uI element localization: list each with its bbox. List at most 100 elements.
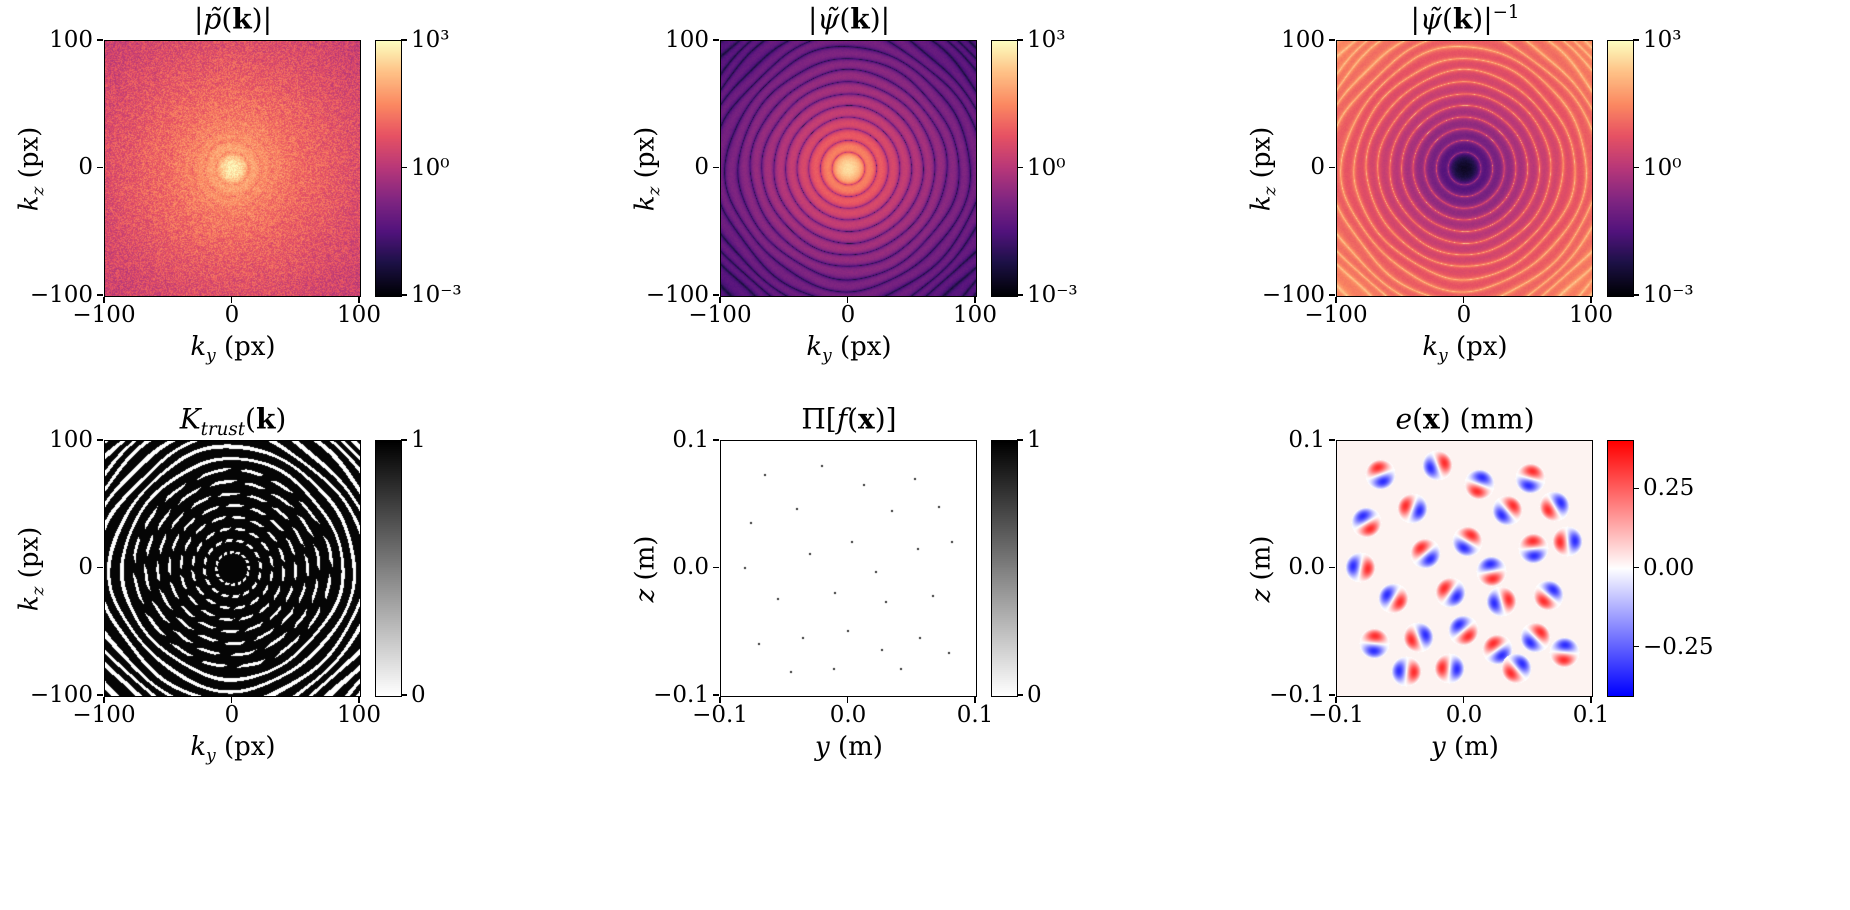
colorbar <box>375 440 402 697</box>
tick-mark <box>1017 39 1023 41</box>
tick-mark <box>1462 696 1465 703</box>
tick-mark <box>1590 696 1592 703</box>
y-tick-label: −0.1 <box>653 682 709 708</box>
tick-mark <box>1329 439 1335 441</box>
x-tick-label: −100 <box>72 302 136 328</box>
colorbar-tick-label: 0.25 <box>1643 475 1695 502</box>
tick-mark <box>713 166 719 169</box>
tick-mark <box>713 294 719 296</box>
title-seg: ) <box>1439 402 1451 436</box>
x-tick-label: −0.1 <box>1308 702 1364 728</box>
x-tick-label: 100 <box>337 702 381 728</box>
y-tick-label: −100 <box>29 682 93 708</box>
plot-area <box>1336 40 1593 297</box>
colorbar-tick-label: 0.00 <box>1643 554 1695 581</box>
x-axis-var: k <box>190 332 207 362</box>
tick-mark <box>1329 694 1335 696</box>
heatmap-canvas <box>1337 441 1592 696</box>
colorbar <box>991 440 1018 697</box>
title-seg-sub: trust <box>200 418 245 440</box>
title-seg: ψ̃ <box>817 2 840 36</box>
tick-mark <box>401 294 407 296</box>
subplot-grid: |p̃(k)| kz (px) 100 0 −100 −100 0 100 ky… <box>1 0 1849 870</box>
y-tick-label: 0 <box>1310 154 1325 180</box>
colorbar <box>1607 440 1634 697</box>
tick-mark <box>358 696 360 703</box>
tick-mark <box>846 696 849 703</box>
colorbar-canvas <box>1608 41 1633 296</box>
y-tick-label: 0.0 <box>672 554 709 580</box>
heatmap-canvas <box>721 441 976 696</box>
title-seg: ( <box>245 402 256 436</box>
x-tick-label: 0 <box>224 702 240 728</box>
plot-title: |ψ̃(k)|−1 <box>1328 2 1602 40</box>
tick-mark <box>97 166 103 169</box>
y-tick-label: 0.0 <box>1288 554 1325 580</box>
title-seg: k <box>232 2 252 36</box>
x-tick-label: 0 <box>840 302 856 328</box>
y-tick-label: 0 <box>694 154 709 180</box>
y-tick-label: −100 <box>1261 282 1325 308</box>
y-tick-label: 100 <box>49 427 93 453</box>
title-seg: ( <box>221 2 233 36</box>
tick-mark <box>1590 296 1592 303</box>
tick-mark <box>97 694 103 696</box>
title-seg: )| <box>251 2 273 36</box>
title-seg-sup: −1 <box>1492 2 1520 23</box>
colorbar <box>1607 40 1634 297</box>
y-tick-label: −100 <box>29 282 93 308</box>
colorbar-canvas <box>992 41 1017 296</box>
title-seg: | <box>1410 2 1420 36</box>
tick-mark <box>97 294 103 296</box>
tick-mark <box>1017 439 1023 441</box>
tick-mark <box>1017 294 1023 296</box>
tick-mark <box>974 696 976 703</box>
title-seg: e <box>1395 402 1413 436</box>
tick-mark <box>1633 166 1639 169</box>
title-seg: x <box>1423 402 1440 436</box>
tick-mark <box>1633 39 1639 41</box>
tick-mark <box>1329 39 1335 41</box>
colorbar-tick-label: 10³ <box>411 27 450 53</box>
tick-mark <box>1462 296 1465 303</box>
tick-mark <box>1633 566 1639 569</box>
tick-mark <box>1633 294 1639 296</box>
x-tick-label: −0.1 <box>692 702 748 728</box>
x-tick-label: −100 <box>72 702 136 728</box>
plot-area <box>104 40 361 297</box>
y-axis-var: k <box>14 595 45 612</box>
colorbar-canvas <box>376 441 401 696</box>
tick-mark <box>401 166 407 169</box>
title-seg: k <box>1452 2 1473 36</box>
colorbar <box>375 40 402 297</box>
title-seg: k <box>850 2 870 36</box>
y-axis-var: z <box>1246 588 1277 603</box>
tick-mark <box>974 296 976 303</box>
x-axis-label: y (m) <box>1336 732 1594 765</box>
plot-title: Π[f(x)] <box>712 402 986 440</box>
x-axis-unit: (px) <box>215 332 276 362</box>
title-seg: ( <box>839 2 851 36</box>
plot-area <box>1336 440 1593 697</box>
x-tick-label: 0.0 <box>829 702 867 728</box>
title-seg: | <box>193 2 204 36</box>
colorbar-canvas <box>992 441 1017 696</box>
tick-mark <box>97 39 103 41</box>
x-tick-label: 100 <box>953 302 997 328</box>
plot-title: |p̃(k)| <box>96 2 370 40</box>
colorbar-tick-label: 1 <box>1027 427 1042 453</box>
heatmap-canvas <box>721 41 976 296</box>
y-tick-label: −0.1 <box>1269 682 1325 708</box>
y-tick-label: 0.1 <box>672 427 709 453</box>
colorbar-tick-label: 1 <box>411 427 426 453</box>
x-axis-var: k <box>190 732 207 762</box>
x-tick-label: 0 <box>224 302 240 328</box>
tick-mark <box>713 39 719 41</box>
subplot: |p̃(k)| kz (px) 100 0 −100 −100 0 100 ky… <box>1 0 617 400</box>
plot-area <box>720 40 977 297</box>
tick-mark <box>401 694 407 696</box>
x-axis-label: ky (px) <box>720 332 978 365</box>
x-axis-sub: y <box>1438 345 1448 366</box>
x-axis-unit: (px) <box>215 732 276 762</box>
x-axis-var: k <box>1422 332 1439 362</box>
